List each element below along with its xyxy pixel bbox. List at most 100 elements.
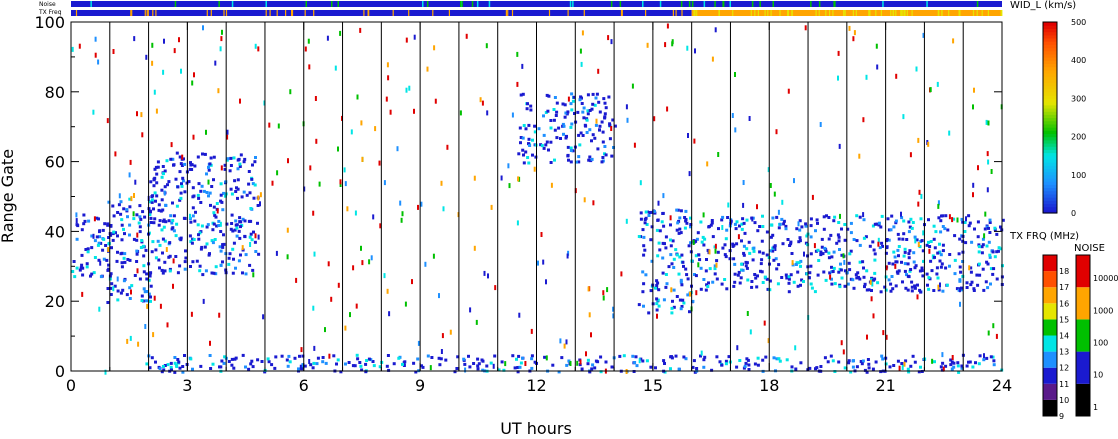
echo-cell <box>732 257 736 261</box>
echo-cell <box>694 274 698 278</box>
echo-cell <box>952 361 956 365</box>
echo-cell <box>750 280 754 283</box>
width-colorbar-segment <box>1043 72 1057 77</box>
echo-cell <box>672 257 676 261</box>
echo-cell <box>191 206 195 210</box>
echo-cell <box>700 350 703 356</box>
echo-cell <box>956 364 960 368</box>
echo-cell <box>939 230 943 234</box>
txfreq-colorbar-tick-label: 9 <box>1059 412 1064 421</box>
echo-cell <box>214 272 218 276</box>
echo-cell <box>950 367 954 371</box>
echo-cell <box>849 370 853 374</box>
echo-cell <box>799 259 803 263</box>
y-tick-label: 20 <box>45 292 65 311</box>
echo-cell <box>293 356 297 360</box>
echo-cell <box>455 367 459 370</box>
echo-cell <box>183 260 187 264</box>
echo-cell <box>915 66 918 72</box>
echo-cell <box>226 134 229 140</box>
echo-cell <box>936 81 939 87</box>
echo-cell <box>735 220 739 224</box>
y-tick-label: 60 <box>45 153 65 172</box>
echo-cell <box>839 268 843 272</box>
echo-cell <box>251 365 255 369</box>
echo-cell <box>141 244 145 248</box>
echo-cell <box>289 89 292 95</box>
echo-cell <box>135 252 139 256</box>
echo-cell <box>814 249 818 253</box>
echo-cell <box>128 297 132 300</box>
echo-cell <box>120 238 124 242</box>
echo-cell <box>837 270 841 274</box>
echo-cell <box>768 279 772 283</box>
echo-cell <box>232 366 236 370</box>
echo-cell <box>838 248 841 251</box>
echo-cell <box>181 179 185 183</box>
echo-cell <box>106 268 110 272</box>
echo-cell <box>729 219 733 223</box>
echo-cell <box>948 264 951 268</box>
echo-cell <box>937 200 940 206</box>
echo-cell <box>158 219 162 223</box>
echo-cell <box>183 162 187 166</box>
echo-cell <box>786 238 790 241</box>
echo-cell <box>170 368 173 372</box>
echo-cell <box>988 218 992 222</box>
echo-cell <box>212 271 216 275</box>
echo-cell <box>824 278 828 282</box>
echo-cell <box>763 320 766 326</box>
echo-cell <box>247 170 251 173</box>
echo-cell <box>723 253 727 257</box>
noise-strip-mark <box>610 1 613 7</box>
echo-cell <box>809 252 813 256</box>
txfreq-colorbar-tick-label: 13 <box>1059 348 1069 357</box>
echo-cell <box>210 239 214 243</box>
echo-cell <box>583 123 587 127</box>
echo-cell <box>906 288 910 292</box>
echo-cell <box>967 360 970 364</box>
txfreq-strip-mark <box>958 10 960 16</box>
echo-cell <box>797 240 801 244</box>
echo-cell <box>413 34 416 40</box>
echo-cell <box>192 238 196 241</box>
echo-cell <box>138 225 142 229</box>
txfreq-strip-mark <box>210 10 212 16</box>
width-colorbar-segment <box>1043 133 1057 138</box>
echo-cell <box>249 242 252 247</box>
echo-cell <box>958 287 961 293</box>
echo-cell <box>848 252 852 256</box>
echo-cell <box>152 184 156 188</box>
noise-strip-mark <box>460 1 462 7</box>
echo-cell <box>903 247 907 251</box>
noise-strip-mark <box>722 1 724 7</box>
echo-cell <box>928 245 932 248</box>
txfreq-strip-mark <box>911 10 913 16</box>
echo-cell <box>426 66 429 72</box>
echo-cell <box>99 241 103 245</box>
echo-cell <box>771 233 775 237</box>
echo-cell <box>304 46 307 52</box>
echo-cell <box>254 233 257 239</box>
echo-cell <box>223 194 227 198</box>
echo-cell <box>711 235 715 239</box>
echo-cell <box>981 237 985 241</box>
echo-cell <box>213 238 217 241</box>
echo-cell <box>870 289 873 292</box>
echo-cell <box>140 239 144 242</box>
echo-cell <box>794 263 798 266</box>
echo-cell <box>230 357 234 361</box>
echo-cell <box>516 370 520 374</box>
txfreq-strip-mark <box>764 10 766 16</box>
echo-cell <box>516 366 520 369</box>
echo-cell <box>372 214 375 220</box>
echo-cell <box>169 157 173 161</box>
echo-cell <box>551 363 555 367</box>
echo-cell <box>806 254 809 258</box>
echo-cell <box>106 301 110 304</box>
echo-cell <box>178 366 182 370</box>
txfreq-colorbar-segment <box>1043 367 1057 384</box>
echo-cell <box>298 354 301 358</box>
echo-cell <box>684 267 688 271</box>
echo-cell <box>286 254 289 260</box>
